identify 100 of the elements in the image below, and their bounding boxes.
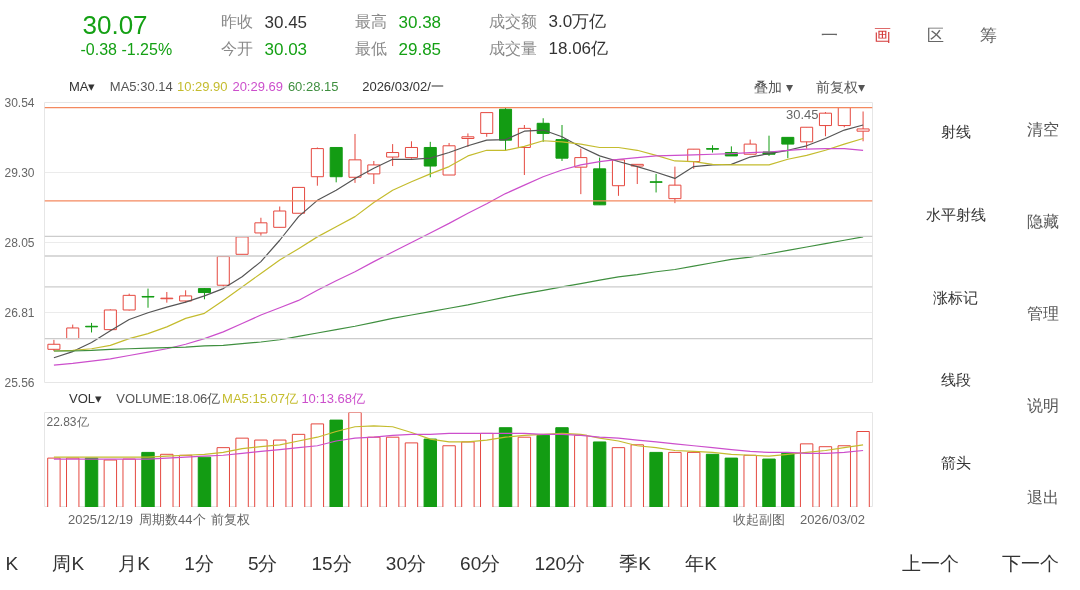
text: 1分 [184,553,214,574]
bar [687,451,701,507]
text: 5分 [247,553,278,574]
text: 30.45 [264,12,308,32]
bar [517,436,532,507]
y-tick-label: 30.54 [4,96,35,110]
bar [310,423,325,507]
candlestick [781,136,795,159]
candlestick [348,133,362,184]
text: 涨标记 [933,288,978,306]
bar [385,436,400,507]
bar [216,447,230,507]
bar [799,443,814,507]
text: 水平射线 [925,205,986,223]
bar [197,456,212,507]
text: K [5,553,19,574]
text: 周期数44个 [139,512,206,527]
candlestick [800,126,814,150]
annotation: 22.83亿 [46,414,89,429]
bar [837,445,851,507]
text: 10:13.68亿 [301,391,365,406]
text: 2025/12/19 [68,512,134,527]
text: 射线 [940,123,971,140]
bar [555,427,569,507]
bar [818,446,833,507]
text: VOLUME:18.06亿 [116,391,221,406]
text: 30.38 [398,12,442,32]
text: 成交量 [488,40,537,57]
candlestick [668,166,682,204]
text: 前复权 [211,512,251,527]
candlestick [818,111,832,137]
text: 昨收 [220,13,253,30]
bar [611,447,626,507]
bar [404,442,419,507]
y-tick-label: 28.05 [4,236,35,250]
text: 上一个 [902,553,959,574]
text: 60分 [460,553,501,574]
bar [461,441,475,507]
bar [781,452,795,507]
text: 120分 [534,553,586,574]
text: 年K [685,553,718,574]
text: 前复权▾ [815,78,865,95]
bar [536,434,550,507]
text: 叠加 ▾ [754,78,794,95]
text: 清空 [1026,121,1059,138]
bar [743,454,757,507]
bar [423,438,437,507]
candlestick [423,141,437,178]
text: 20:29.69 [232,79,284,94]
text: 30.03 [264,39,308,59]
bar [856,431,870,507]
bar [498,427,513,507]
text: 画 [874,26,891,45]
candlestick [555,124,569,162]
bar [649,451,663,507]
candlestick [856,111,870,142]
text: 季K [619,553,652,574]
bar [66,457,80,507]
text: 月K [118,553,151,574]
text: 成交额 [488,13,537,30]
bar [84,457,99,507]
candlestick [386,143,400,167]
candlestick [461,132,475,148]
candlestick [273,206,287,228]
text: 收起副图 [732,512,785,527]
candlestick [574,148,588,195]
bar [442,445,456,507]
ref-line-label: 30.45 [785,106,819,122]
text: 箭头 [940,454,971,472]
bar [235,437,249,507]
text: 最低 [354,40,387,57]
text: 区 [927,26,944,45]
bar [630,444,644,507]
bar [367,436,381,507]
bar [668,451,682,507]
bar [291,433,306,507]
bar [348,412,362,507]
candlestick [480,112,494,138]
bar [705,453,720,507]
text: 3.0万亿 [548,12,607,31]
text: 说明 [1026,397,1059,414]
text: 30分 [385,553,426,574]
text: 一 [821,26,838,45]
text: 10:29.90 [176,79,228,94]
text: 2026/03/02/一 [362,79,444,94]
bar [122,458,136,507]
text: 隐藏 [1026,213,1059,230]
text: 最高 [354,13,387,30]
text: 退出 [1026,489,1059,506]
text: MA5:30.14 [109,79,173,94]
y-tick-label: 29.30 [4,165,35,180]
text: 管理 [1026,305,1059,322]
bar [724,457,739,507]
bar [103,459,118,507]
legend-title: VOL▾ [68,391,102,406]
candlestick [141,288,155,309]
text: 今开 [220,40,253,57]
bar [480,432,494,507]
bar [762,458,776,507]
text: 15分 [311,553,352,574]
